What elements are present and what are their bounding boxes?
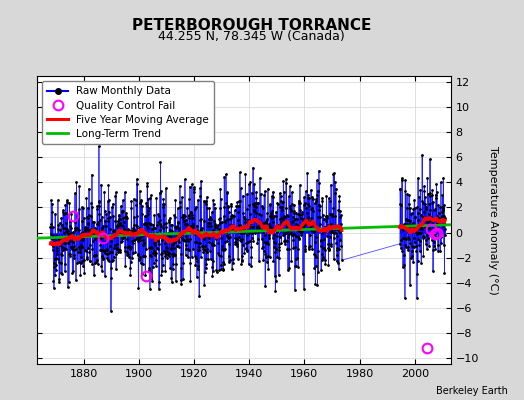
Text: 44.255 N, 78.345 W (Canada): 44.255 N, 78.345 W (Canada): [158, 30, 345, 43]
Text: PETERBOROUGH TORRANCE: PETERBOROUGH TORRANCE: [132, 18, 371, 33]
Legend: Raw Monthly Data, Quality Control Fail, Five Year Moving Average, Long-Term Tren: Raw Monthly Data, Quality Control Fail, …: [42, 81, 214, 144]
Y-axis label: Temperature Anomaly (°C): Temperature Anomaly (°C): [488, 146, 498, 294]
Text: Berkeley Earth: Berkeley Earth: [436, 386, 508, 396]
